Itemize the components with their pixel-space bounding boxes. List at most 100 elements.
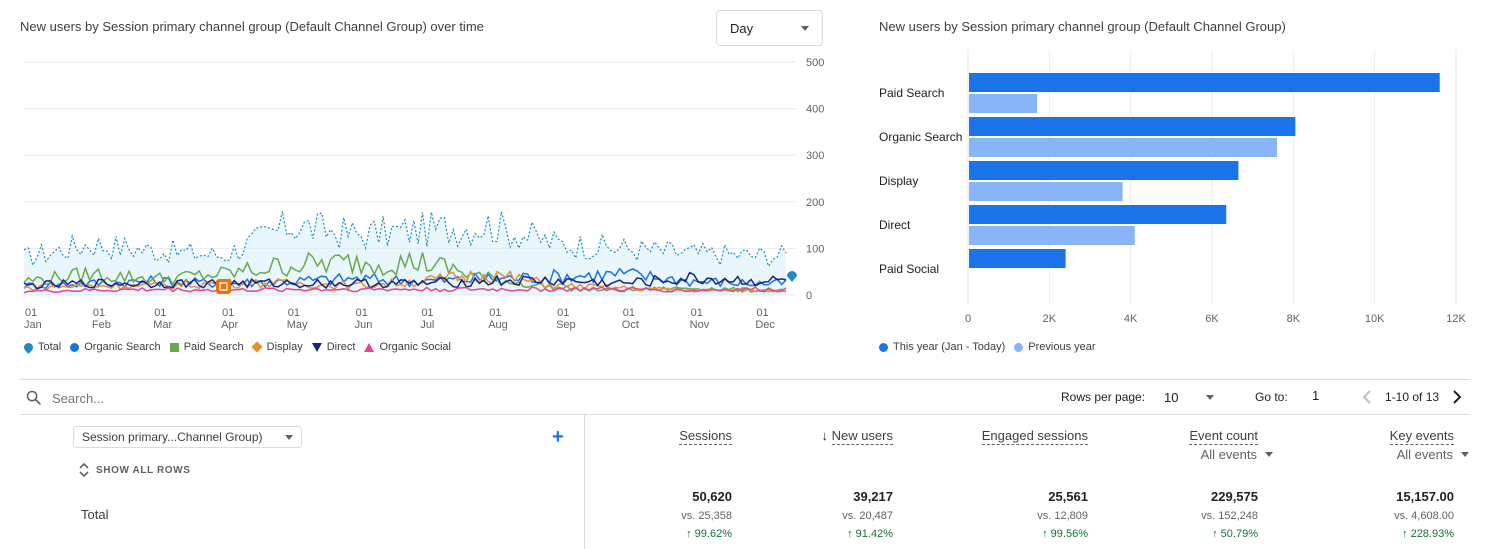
event-filter-value: All events — [1396, 447, 1453, 462]
sort-descending-icon: ↓ — [821, 428, 832, 443]
bar-previous-year[interactable] — [969, 226, 1135, 245]
expand-icon — [79, 463, 89, 477]
legend-item[interactable]: Direct — [311, 341, 355, 353]
percent-change: ↑ 99.62% — [686, 528, 732, 540]
circle-marker-icon — [879, 342, 888, 352]
circle-marker-icon — [70, 342, 80, 352]
x-tick-month: Dec — [755, 319, 775, 331]
legend-label: Organic Search — [84, 341, 161, 353]
bar-chart-legend: This year (Jan - Today) Previous year — [879, 341, 1105, 353]
event-filter-dropdown[interactable]: All events — [1269, 447, 1469, 462]
total-value: 39,217 — [853, 489, 893, 504]
series-line-total — [23, 211, 787, 268]
goto-page-input[interactable]: 1 — [1312, 388, 1320, 403]
column-header-label: Sessions — [679, 428, 732, 445]
dimension-selector-label: Session primary...Channel Group) — [82, 430, 263, 444]
legend-item[interactable]: Organic Social — [364, 341, 451, 353]
granularity-dropdown[interactable]: Day — [716, 10, 823, 46]
legend-item[interactable]: Paid Search — [169, 341, 244, 353]
column-header[interactable]: Event count — [1058, 428, 1258, 445]
column-header[interactable]: ↓ New users — [693, 428, 893, 445]
bar-previous-year[interactable] — [969, 94, 1038, 113]
column-header[interactable]: Key events — [1254, 428, 1454, 445]
event-filter-value: All events — [1200, 447, 1257, 462]
x-tick-label: 12K — [1446, 313, 1466, 325]
x-tick-month: Aug — [488, 319, 508, 331]
y-tick-label: 200 — [806, 197, 824, 209]
total-area-fill — [24, 211, 786, 295]
column-header[interactable]: Engaged sessions — [888, 428, 1088, 445]
legend-item[interactable]: Display — [250, 341, 303, 353]
x-tick-label: 6K — [1205, 313, 1219, 325]
column-header-label: Key events — [1389, 428, 1454, 445]
diamond-marker-icon — [250, 341, 263, 353]
bar-this-year[interactable] — [969, 161, 1239, 180]
triangle-up-marker-icon — [364, 342, 375, 352]
percent-change: ↑ 228.93% — [1402, 528, 1454, 540]
circle-marker-icon — [1014, 342, 1024, 352]
triangle-down-marker-icon — [311, 342, 322, 352]
total-row-label: Total — [81, 507, 109, 522]
bar-this-year[interactable] — [969, 117, 1296, 136]
percent-change: ↑ 99.56% — [1042, 528, 1088, 540]
x-tick-day: 01 — [154, 307, 166, 319]
plus-icon: + — [552, 426, 564, 448]
x-tick-day: 01 — [756, 307, 768, 319]
x-tick-month: Jun — [355, 319, 373, 331]
bar-previous-year[interactable] — [969, 138, 1278, 157]
x-tick-month: May — [287, 319, 308, 331]
x-tick-day: 01 — [421, 307, 433, 319]
category-label: Direct — [879, 218, 911, 232]
series-line-display — [23, 269, 787, 293]
pagination-range: 1-10 of 13 — [1385, 390, 1440, 404]
total-value: 229,575 — [1211, 489, 1258, 504]
category-label: Display — [879, 174, 918, 188]
rows-per-page-label: Rows per page: — [1061, 390, 1146, 404]
bar-previous-year[interactable] — [969, 182, 1123, 201]
table-search-input[interactable] — [52, 388, 552, 408]
column-header[interactable]: Sessions — [532, 428, 732, 445]
x-tick-month: Mar — [153, 319, 172, 331]
x-tick-month: Sep — [556, 319, 576, 331]
annotation-icon[interactable] — [216, 279, 231, 294]
category-label: Paid Search — [879, 86, 944, 100]
next-page-icon[interactable] — [1451, 389, 1463, 405]
chevron-down-icon — [801, 25, 809, 31]
show-all-rows-toggle[interactable]: SHOW ALL ROWS — [79, 463, 190, 477]
bar-this-year[interactable] — [969, 73, 1440, 92]
x-tick-month: Jan — [24, 319, 42, 331]
legend-item[interactable]: This year (Jan - Today) — [879, 341, 1005, 353]
search-icon — [26, 390, 41, 405]
category-label: Paid Social — [879, 262, 939, 276]
rows-per-page-value: 10 — [1164, 389, 1179, 405]
legend-item[interactable]: Previous year — [1014, 341, 1096, 353]
percent-change: ↑ 91.42% — [847, 528, 893, 540]
bar-this-year[interactable] — [969, 249, 1066, 268]
chevron-down-icon — [1265, 452, 1273, 457]
y-tick-label: 500 — [806, 57, 824, 69]
goto-label: Go to: — [1255, 390, 1288, 404]
chevron-down-icon — [285, 434, 293, 440]
y-tick-label: 400 — [806, 104, 824, 116]
x-tick-label: 8K — [1287, 313, 1301, 325]
total-series-end-marker — [787, 271, 797, 282]
x-tick-day: 01 — [489, 307, 501, 319]
legend-label: Organic Social — [379, 341, 451, 353]
dimension-selector[interactable]: Session primary...Channel Group) — [73, 426, 302, 448]
show-all-rows-label: SHOW ALL ROWS — [96, 464, 191, 476]
x-tick-month: Apr — [221, 319, 238, 331]
comparison-value: vs. 12,809 — [1037, 510, 1088, 522]
rows-per-page-select[interactable]: 10 — [1158, 386, 1220, 408]
bar-this-year[interactable] — [969, 205, 1227, 224]
line-chart-legend: Total Organic Search Paid Search Display Dir… — [22, 340, 460, 354]
event-filter-dropdown[interactable]: All events — [1073, 447, 1273, 462]
legend-item[interactable]: Organic Search — [70, 341, 161, 353]
x-tick-day: 01 — [557, 307, 569, 319]
prev-page-icon[interactable] — [1361, 389, 1373, 405]
add-dimension-button[interactable]: + — [552, 427, 564, 447]
legend-item[interactable]: Total — [22, 340, 62, 354]
legend-label: Total — [38, 341, 62, 353]
comparison-value: vs. 4,608.00 — [1394, 510, 1454, 522]
x-tick-month: Feb — [92, 319, 111, 331]
